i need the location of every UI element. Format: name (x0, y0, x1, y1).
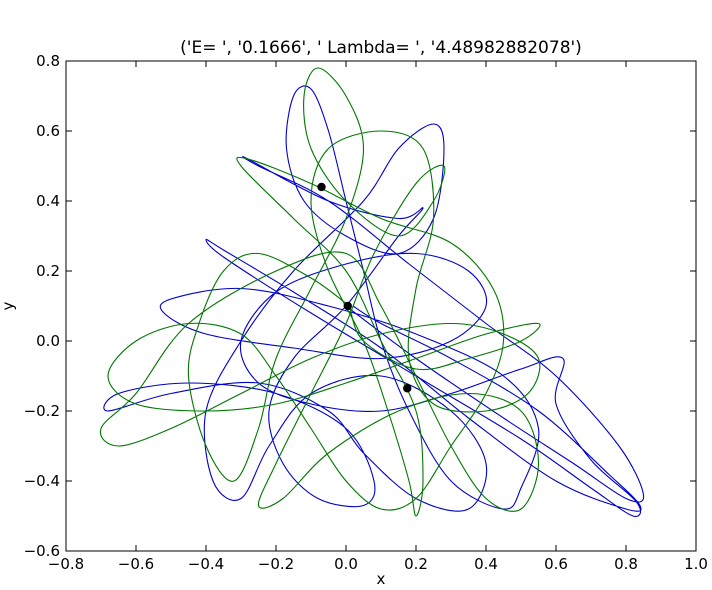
y-axis-label: y (0, 301, 17, 310)
y-tick-label: 0.8 (36, 52, 60, 70)
series-layer (99, 67, 645, 517)
x-tick-label: −0.2 (258, 555, 294, 573)
x-tick-label: 0.0 (334, 555, 358, 573)
x-tick-label: 1.0 (684, 555, 708, 573)
x-tick-label: 0.4 (474, 555, 498, 573)
x-axis: −0.8 −0.6 −0.4 −0.2 0.0 0.2 0.4 0.6 0.8 1.0 (48, 61, 708, 573)
x-tick-label: 0.2 (404, 555, 428, 573)
y-tick-label: 0.4 (36, 192, 60, 210)
x-tick-label: −0.8 (48, 555, 84, 573)
point-marker-2 (343, 301, 352, 311)
x-tick-label: −0.6 (118, 555, 154, 573)
plot-frame (65, 60, 697, 552)
y-tick-label: 0.6 (36, 122, 60, 140)
y-tick-label: −0.6 (24, 542, 60, 560)
point-marker-3 (403, 384, 412, 393)
point-marker-1 (317, 182, 326, 192)
chart-title: ('E= ', '0.1666', ' Lambda= ', '4.489828… (180, 38, 582, 58)
y-axis: −0.6 −0.4 −0.2 0.0 0.2 0.4 0.6 0.8 (24, 52, 696, 560)
x-tick-label: −0.4 (188, 555, 224, 573)
y-tick-label: −0.4 (24, 472, 60, 490)
y-tick-label: −0.2 (24, 402, 60, 420)
marker-layer (317, 182, 412, 393)
x-tick-label: 0.8 (614, 555, 638, 573)
y-tick-label: 0.2 (36, 262, 60, 280)
x-tick-label: 0.6 (544, 555, 568, 573)
y-tick-label: 0.0 (36, 332, 60, 350)
x-axis-label: x (377, 570, 386, 588)
trajectory-line-2 (99, 67, 541, 517)
